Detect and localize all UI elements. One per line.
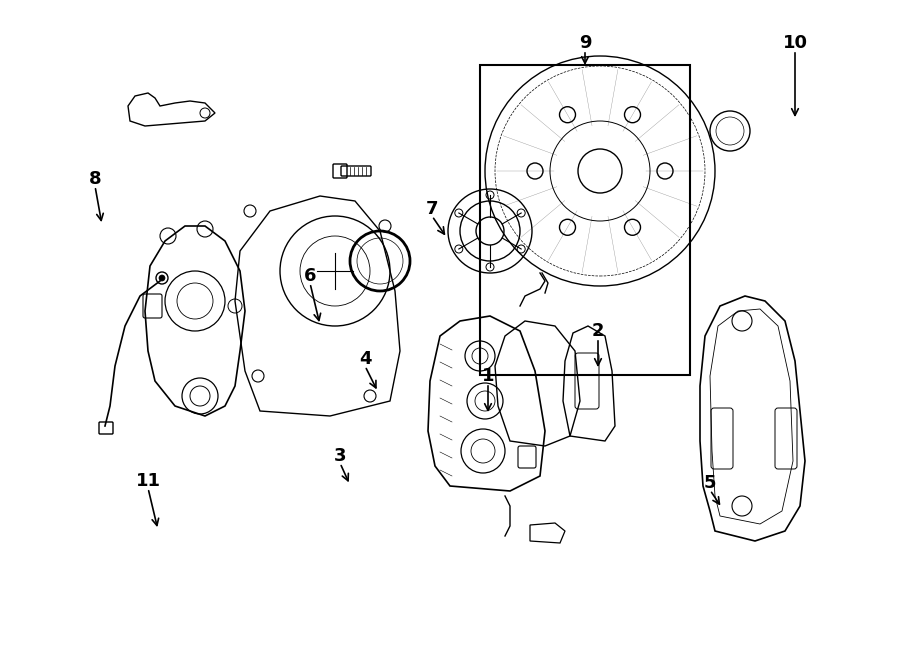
Text: 8: 8 xyxy=(89,170,102,188)
Circle shape xyxy=(159,275,165,281)
Text: 11: 11 xyxy=(136,472,160,490)
Text: 10: 10 xyxy=(782,34,807,52)
Text: 7: 7 xyxy=(426,200,438,218)
Text: 3: 3 xyxy=(334,447,346,465)
Text: 6: 6 xyxy=(304,267,316,285)
Text: 4: 4 xyxy=(359,350,371,368)
Text: 1: 1 xyxy=(482,367,494,385)
Text: 2: 2 xyxy=(592,322,604,340)
Text: 5: 5 xyxy=(704,474,716,492)
Text: 9: 9 xyxy=(579,34,591,52)
